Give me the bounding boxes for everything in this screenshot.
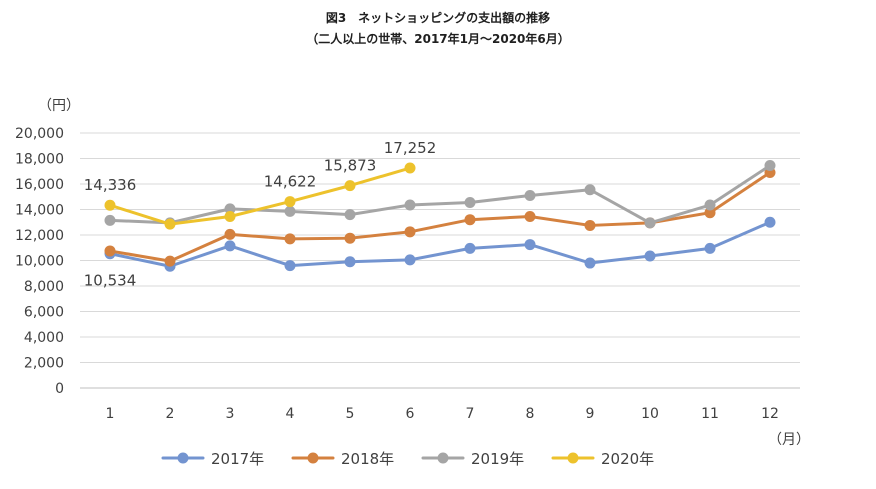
series-lines <box>104 160 776 272</box>
y-tick-label: 16,000 <box>15 177 64 193</box>
series-line-0 <box>108 220 772 268</box>
x-tick-label: 5 <box>346 406 355 422</box>
data-point <box>464 214 476 226</box>
data-point <box>404 199 416 211</box>
data-point <box>524 239 536 251</box>
data-label: 15,873 <box>324 157 377 175</box>
data-label: 17,252 <box>384 139 437 157</box>
x-tick-label: 8 <box>526 406 535 422</box>
y-tick-label: 18,000 <box>15 152 64 168</box>
legend-marker <box>307 452 319 464</box>
data-point <box>704 199 716 211</box>
data-point <box>344 209 356 221</box>
data-point <box>164 255 176 267</box>
data-label: 14,622 <box>264 173 317 191</box>
data-point <box>344 232 356 244</box>
data-point <box>104 214 116 226</box>
y-tick-label: 2,000 <box>24 356 64 372</box>
y-tick-label: 4,000 <box>24 330 64 346</box>
data-point <box>284 260 296 272</box>
data-point <box>224 228 236 240</box>
data-point <box>584 257 596 269</box>
x-tick-label: 4 <box>286 406 295 422</box>
data-point <box>104 245 116 257</box>
data-point <box>284 205 296 217</box>
data-point <box>644 217 656 229</box>
data-point <box>644 250 656 262</box>
y-tick-label: 12,000 <box>15 228 64 244</box>
data-point <box>224 211 236 223</box>
y-tick-label: 20,000 <box>15 126 64 142</box>
legend-marker <box>567 452 579 464</box>
x-axis-unit: （月） <box>768 432 810 448</box>
x-tick-label: 6 <box>406 406 415 422</box>
x-tick-label: 3 <box>226 406 235 422</box>
data-point <box>524 189 536 201</box>
x-tick-label: 10 <box>641 406 659 422</box>
data-point <box>764 216 776 228</box>
grid-lines <box>80 132 800 389</box>
data-point <box>404 226 416 238</box>
series-line-3 <box>108 166 412 226</box>
data-point <box>404 162 416 174</box>
x-tick-label: 9 <box>586 406 595 422</box>
y-tick-label: 14,000 <box>15 203 64 219</box>
data-point <box>584 219 596 231</box>
data-label: 10,534 <box>84 272 137 290</box>
data-point <box>224 240 236 252</box>
data-point <box>704 242 716 254</box>
legend-label: 2017年 <box>211 450 264 468</box>
y-tick-label: 6,000 <box>24 305 64 321</box>
x-tick-label: 1 <box>106 406 115 422</box>
x-tick-label: 11 <box>701 406 719 422</box>
data-point <box>344 256 356 268</box>
y-tick-label: 10,000 <box>15 254 64 270</box>
data-point <box>104 199 116 211</box>
data-point <box>704 207 716 219</box>
y-tick-label: 8,000 <box>24 279 64 295</box>
chart-title: 図3 ネットショッピングの支出額の推移 <box>325 11 551 25</box>
y-axis-unit: （円） <box>38 98 80 114</box>
series-line-2 <box>108 164 772 225</box>
legend-marker <box>177 452 189 464</box>
legend-label: 2018年 <box>341 450 394 468</box>
y-tick-label: 0 <box>55 381 64 397</box>
data-point <box>284 196 296 208</box>
data-point <box>404 254 416 266</box>
data-labels: 14,336 10,534 14,622 15,873 17,252 <box>84 139 437 290</box>
legend-label: 2020年 <box>601 450 654 468</box>
legend-marker <box>437 452 449 464</box>
data-label: 14,336 <box>84 176 137 194</box>
legend-label: 2019年 <box>471 450 524 468</box>
x-tick-label: 12 <box>761 406 779 422</box>
data-point <box>224 203 236 215</box>
y-axis-tick-labels: 0 2,000 4,000 6,000 8,000 10,000 12,000 14,000 1… <box>15 126 64 397</box>
data-point <box>764 160 776 172</box>
data-point <box>464 242 476 254</box>
data-point <box>524 211 536 223</box>
x-tick-label: 2 <box>166 406 175 422</box>
data-point <box>284 233 296 245</box>
data-point <box>164 218 176 230</box>
data-point <box>464 196 476 208</box>
chart-subtitle: （二人以上の世帯、2017年1月～2020年6月） <box>306 32 570 46</box>
x-tick-label: 7 <box>466 406 475 422</box>
legend: 2017年 2018年 2019年 2020年 <box>161 450 654 468</box>
data-point <box>344 180 356 192</box>
x-axis-tick-labels: 1 2 3 4 5 6 7 8 9 10 11 12 <box>106 406 779 422</box>
data-point <box>584 184 596 196</box>
